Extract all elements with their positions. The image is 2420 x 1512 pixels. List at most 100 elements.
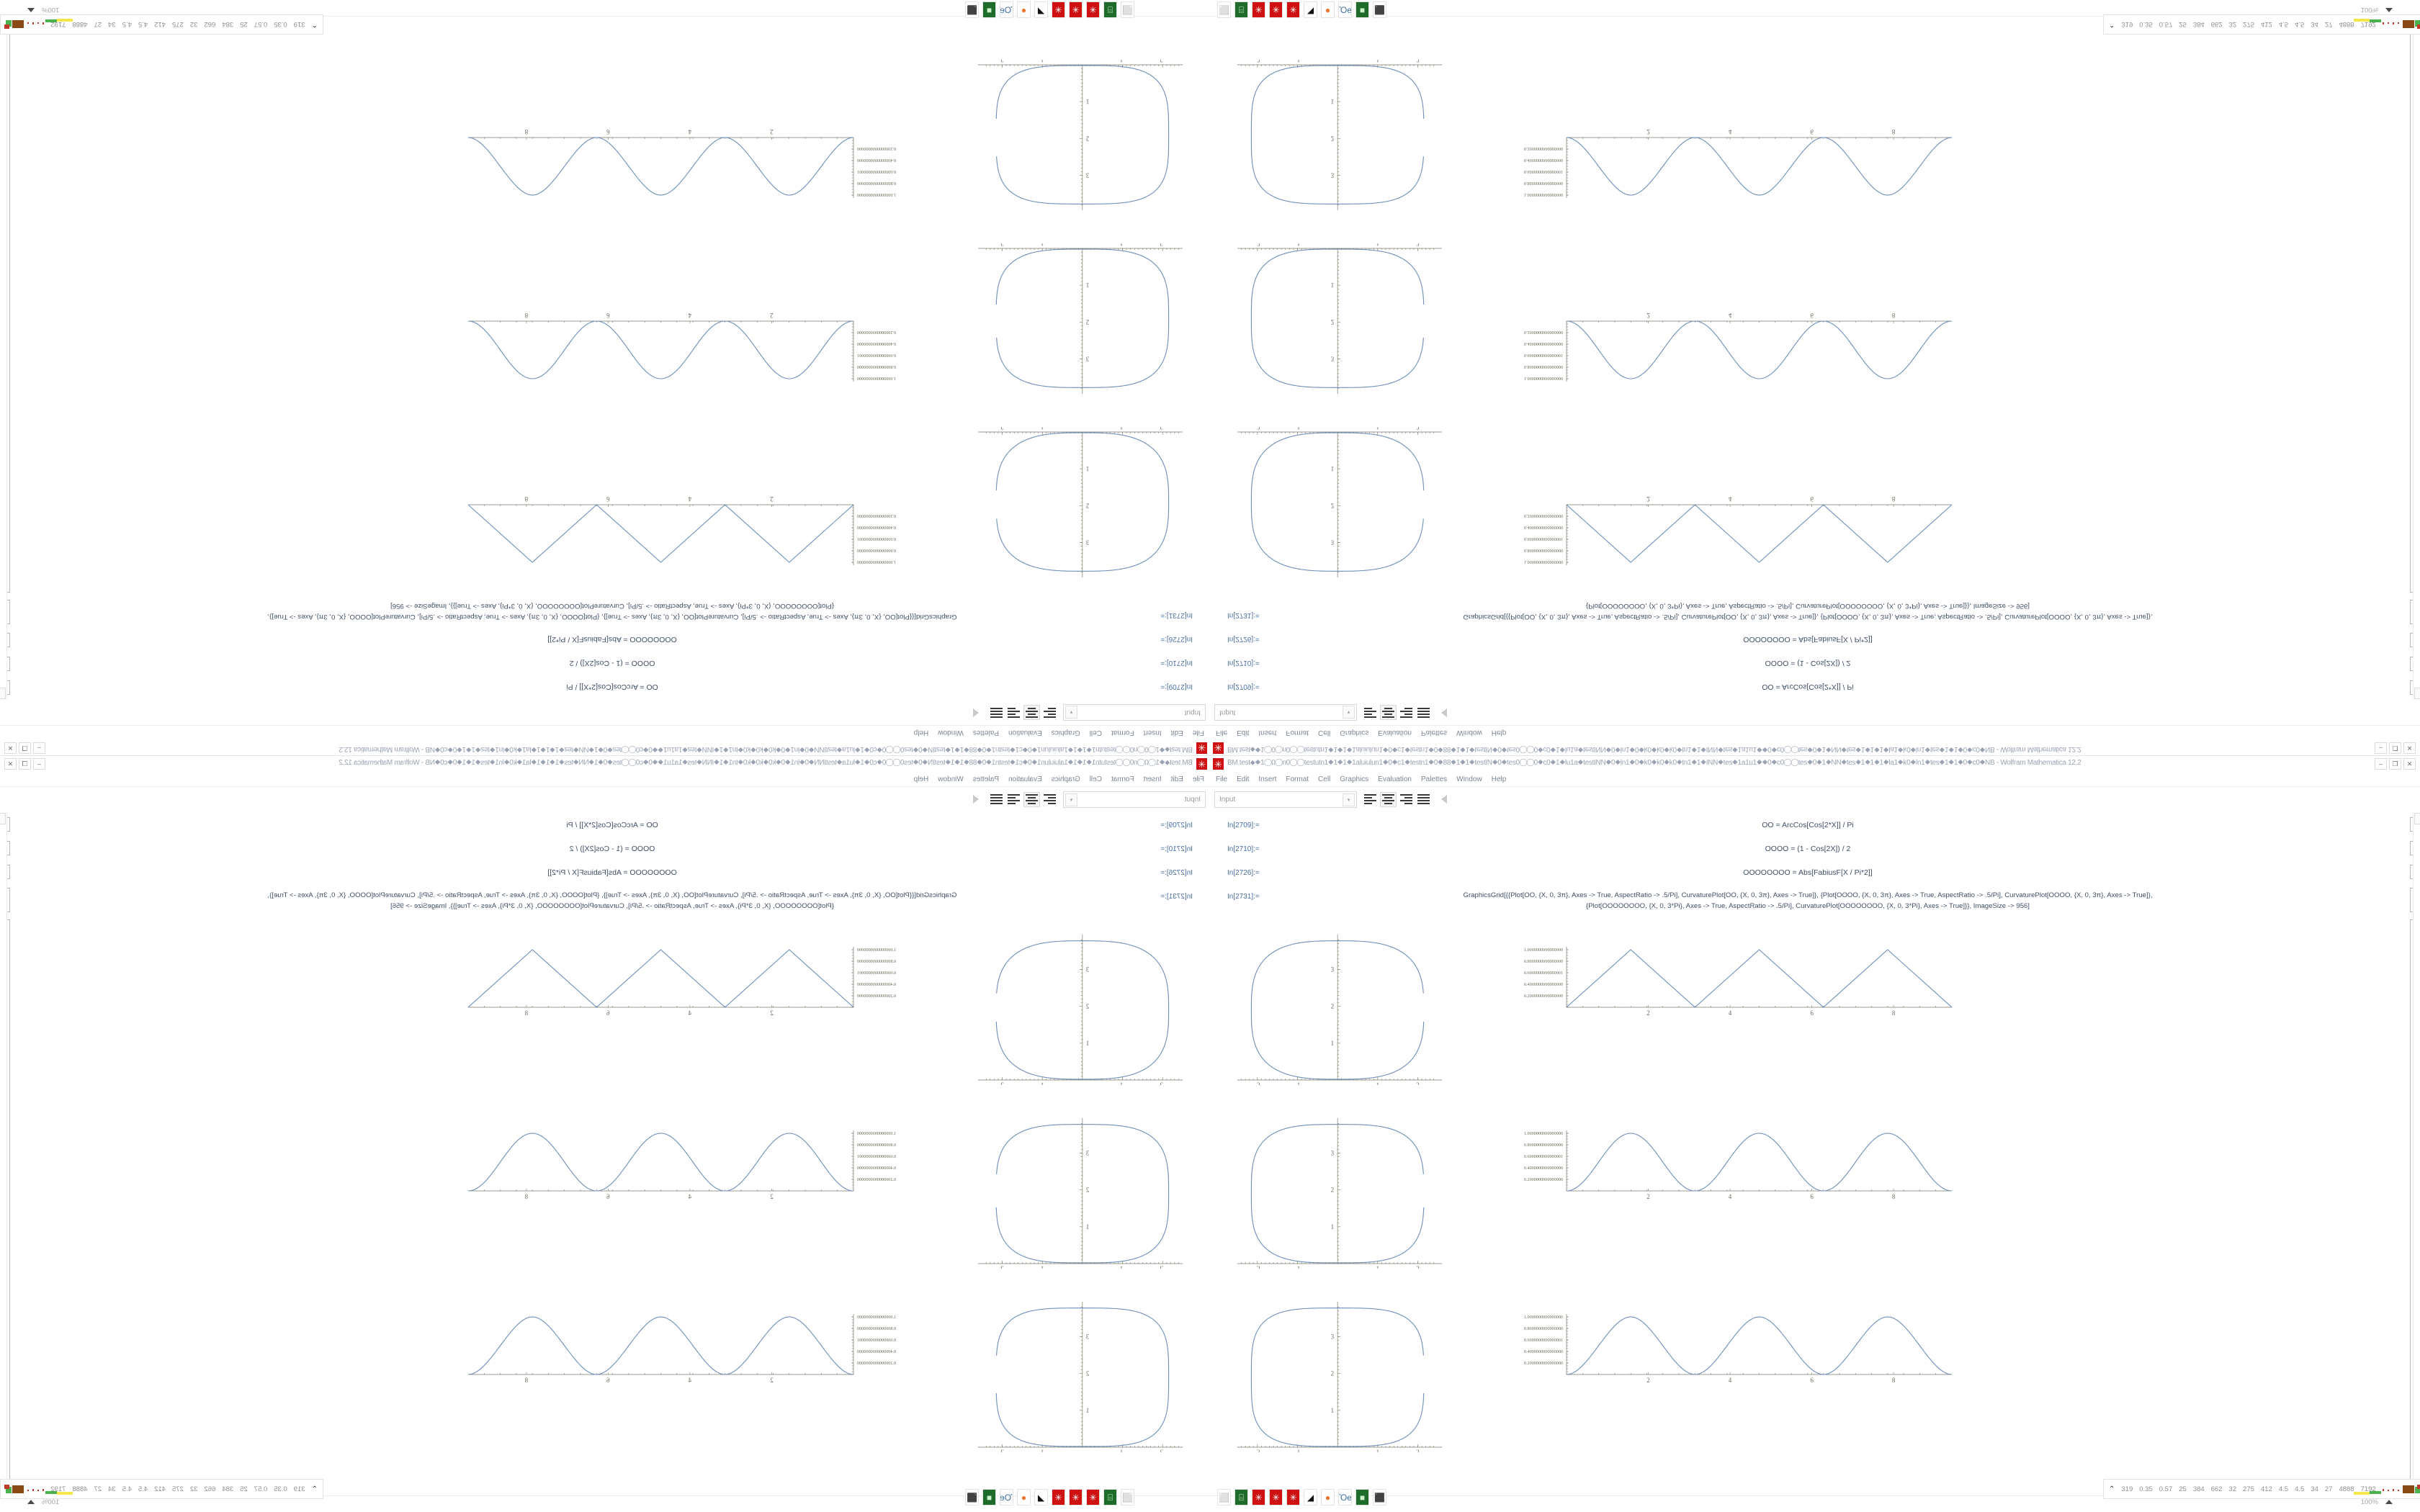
curvature-plot-a[interactable]: -2 -1 1 2 1 2 3: [1232, 427, 1448, 582]
triangle-wave-plot[interactable]: 2 4 6 8 0.2000000000000000 0.4000000000000000…: [1484, 492, 1959, 571]
cell-style-select[interactable]: Input ▾: [1063, 791, 1206, 808]
taskbar-icon-row[interactable]: ⬜ ⌸ ✳ ✳ ✳ ◢ ● Ὃe ■ ⬛: [965, 1, 1134, 18]
menu-item-graphics[interactable]: Graphics: [1051, 729, 1080, 737]
window-controls[interactable]: – ❐ ✕: [4, 742, 45, 754]
notebook-canvas[interactable]: In[2709]:= In[2710]:= In[2726]:= In[2731…: [1210, 17, 2420, 701]
taskbar-icon-row[interactable]: ⬜ ⌸ ✳ ✳ ✳ ◢ ● Ὃe ■ ⬛: [965, 1489, 1134, 1506]
menubar[interactable]: File Edit Insert Format Cell Graphics Ev…: [1210, 772, 2420, 787]
triangle-left-icon[interactable]: [973, 708, 979, 717]
remote-desktop-icon[interactable]: ⬜: [1121, 1489, 1134, 1506]
triangle-wave-plot[interactable]: 2 4 6 8 0.2000000000000000 0.4000000000000000…: [461, 941, 936, 1020]
menu-item-edit[interactable]: Edit: [1170, 775, 1183, 783]
formatting-toolbar[interactable]: Input ▾: [1210, 787, 2420, 812]
code-line-1[interactable]: OO = ArcCos[Cos[2*X]] / Pi: [566, 683, 658, 691]
code-line-3[interactable]: OOOOOOOO = Abs[FabiusF[X / Pi*2]]: [547, 635, 677, 644]
code-line-3[interactable]: OOOOOOOO = Abs[FabiusF[X / Pi*2]]: [547, 868, 677, 877]
chevron-down-icon[interactable]: ▾: [1343, 706, 1355, 719]
vertical-scrollbar[interactable]: [0, 17, 7, 701]
code-line-1[interactable]: OO = ArcCos[Cos[2*X]] / Pi: [566, 821, 658, 829]
align-right-button[interactable]: [1006, 792, 1021, 806]
titlebar[interactable]: ✳ BM.test⬥◆1◯0◯n0◯◯testutn1◆1◆1◆1aluiulu…: [0, 739, 1210, 756]
curvature-plot-b[interactable]: -2 -1 1 2 1 2 3: [972, 1114, 1188, 1269]
close-button[interactable]: ✕: [4, 758, 17, 770]
menu-item-edit[interactable]: Edit: [1237, 729, 1250, 737]
terminal-icon[interactable]: ■: [982, 1, 996, 18]
fabius-function-plot[interactable]: 2 4 6 8 0.2000000000000000 0.4000000000000000…: [461, 1308, 936, 1387]
alignment-group[interactable]: [1363, 791, 1431, 807]
floppy-save-icon[interactable]: Ὃe: [1000, 1489, 1013, 1506]
align-right-button[interactable]: [1006, 706, 1021, 720]
code-line-1[interactable]: OO = ArcCos[Cos[2*X]] / Pi: [1762, 821, 1854, 829]
remote-desktop-icon[interactable]: ⬜: [1217, 1, 1231, 18]
terminal-icon[interactable]: ■: [982, 1489, 996, 1506]
monitor-icon[interactable]: ⬛: [965, 1, 979, 18]
titlebar[interactable]: ✳ BM.test⬥◆1◯0◯n0◯◯testutn1◆1◆1◆1aluiulu…: [0, 756, 1210, 773]
close-button[interactable]: ✕: [2403, 758, 2416, 770]
menu-item-evaluation[interactable]: Evaluation: [1378, 729, 1412, 737]
menu-item-graphics[interactable]: Graphics: [1340, 729, 1369, 737]
chevron-up-icon[interactable]: ⌃: [2109, 1485, 2115, 1493]
raised-cosine-plot[interactable]: 2 4 6 8 0.2000000000000000 0.4000000000000000…: [1484, 1125, 1959, 1204]
menu-item-window[interactable]: Window: [1456, 775, 1482, 783]
scrollbar-thumb[interactable]: [0, 688, 6, 699]
align-justify-button[interactable]: [989, 706, 1004, 720]
fabius-function-plot[interactable]: 2 4 6 8 0.2000000000000000 0.4000000000000000…: [461, 125, 936, 204]
code-line-4[interactable]: GraphicsGrid[{{Plot[OO, {X, 0, 3π}, Axes…: [1463, 613, 2153, 621]
alignment-group[interactable]: [989, 791, 1057, 807]
menu-item-help[interactable]: Help: [913, 729, 929, 737]
triangle-up-icon[interactable]: [2385, 8, 2393, 12]
scrollbar-thumb[interactable]: [0, 813, 6, 824]
code-line-2[interactable]: OOOO = (1 - Cos[2X]) / 2: [569, 845, 655, 853]
minimize-button[interactable]: –: [2375, 742, 2387, 754]
mathematica-icon-1[interactable]: ✳: [1086, 1, 1100, 18]
monitor-icon[interactable]: ⬛: [1373, 1, 1386, 18]
menu-item-file[interactable]: File: [1192, 775, 1204, 783]
calculator-icon[interactable]: ⌸: [1234, 1489, 1248, 1506]
cell-style-select[interactable]: Input ▾: [1063, 704, 1206, 721]
mathematica-icon-3[interactable]: ✳: [1052, 1, 1065, 18]
menu-item-palettes[interactable]: Palettes: [1421, 775, 1448, 783]
align-center-button[interactable]: [1023, 705, 1040, 721]
menu-item-cell[interactable]: Cell: [1089, 775, 1102, 783]
curvature-plot-c[interactable]: -2 -1 1 2 1 2 3: [972, 1297, 1188, 1452]
menu-item-palettes[interactable]: Palettes: [972, 729, 999, 737]
remote-desktop-icon[interactable]: ⬜: [1217, 1489, 1231, 1506]
maximize-button[interactable]: ❐: [2389, 758, 2401, 770]
menu-item-help[interactable]: Help: [1491, 729, 1507, 737]
inkscape-icon[interactable]: ◢: [1034, 1, 1048, 18]
menu-item-edit[interactable]: Edit: [1170, 729, 1183, 737]
align-center-button[interactable]: [1023, 791, 1040, 807]
code-line-1[interactable]: OO = ArcCos[Cos[2*X]] / Pi: [1762, 683, 1854, 691]
notebook-canvas[interactable]: In[2709]:= In[2710]:= In[2726]:= In[2731…: [0, 811, 1210, 1495]
floppy-save-icon[interactable]: Ὃe: [1000, 1, 1013, 18]
menu-item-format[interactable]: Format: [1111, 729, 1134, 737]
mathematica-icon-2[interactable]: ✳: [1069, 1, 1083, 18]
maximize-button[interactable]: ❐: [2389, 742, 2401, 754]
formatting-toolbar[interactable]: Input ▾: [0, 700, 1210, 725]
vertical-scrollbar[interactable]: [2413, 811, 2420, 1495]
curvature-plot-b[interactable]: -2 -1 1 2 1 2 3: [972, 243, 1188, 398]
alignment-group[interactable]: [1363, 705, 1431, 721]
menu-item-evaluation[interactable]: Evaluation: [1008, 775, 1042, 783]
curvature-plot-b[interactable]: -2 -1 1 2 1 2 3: [1232, 243, 1448, 398]
terminal-icon[interactable]: ■: [1355, 1, 1369, 18]
minimize-button[interactable]: –: [2375, 758, 2387, 770]
raised-cosine-plot[interactable]: 2 4 6 8 0.2000000000000000 0.4000000000000000…: [461, 1125, 936, 1204]
menu-item-cell[interactable]: Cell: [1318, 775, 1331, 783]
align-justify-button[interactable]: [1416, 792, 1431, 806]
menu-item-file[interactable]: File: [1216, 775, 1228, 783]
status-tray[interactable]: ⌃ 319 0.35 0.57 25 384 662 32 275 412 4.5 4.5 34 27 48…: [0, 1479, 323, 1499]
curvature-plot-c[interactable]: -2 -1 1 2 1 2 3: [1232, 1297, 1448, 1452]
fabius-function-plot[interactable]: 2 4 6 8 0.2000000000000000 0.4000000000000000…: [1484, 125, 1959, 204]
mathematica-icon-1[interactable]: ✳: [1252, 1489, 1265, 1506]
window-controls[interactable]: – ❐ ✕: [4, 758, 45, 770]
menu-item-window[interactable]: Window: [938, 729, 964, 737]
monitor-icon[interactable]: ⬛: [965, 1489, 979, 1506]
calculator-icon[interactable]: ⌸: [1103, 1, 1117, 18]
menu-item-evaluation[interactable]: Evaluation: [1378, 775, 1412, 783]
align-justify-button[interactable]: [1416, 706, 1431, 720]
calculator-icon[interactable]: ⌸: [1103, 1489, 1117, 1506]
code-line-5[interactable]: {Plot[OOOOOOOO, {X, 0, 3*Pi}, Axes -> Tr…: [390, 902, 834, 910]
menu-item-file[interactable]: File: [1216, 729, 1228, 737]
formatting-toolbar[interactable]: Input ▾: [1210, 700, 2420, 725]
